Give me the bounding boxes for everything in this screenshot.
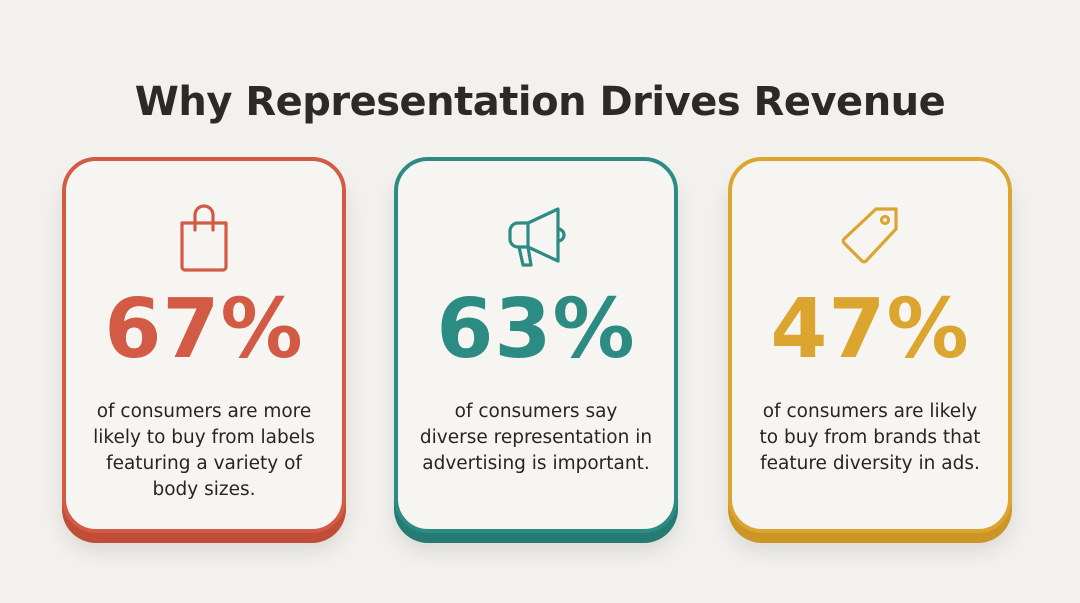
shopping-bag-icon: [164, 199, 244, 279]
stat-card-diversity-ads: 47% of consumers are likely to buy from …: [728, 157, 1012, 533]
stat-value: 47%: [770, 282, 970, 377]
stat-value: 67%: [104, 282, 304, 377]
page-title: Why Representation Drives Revenue: [134, 78, 946, 125]
stat-card-body-sizes: 67% of consumers are more likely to buy …: [62, 157, 346, 533]
stat-description: of consumers are more likely to buy from…: [93, 401, 315, 500]
megaphone-icon: [496, 199, 576, 279]
price-tag-icon: [830, 199, 910, 279]
stat-value: 63%: [436, 282, 636, 377]
stat-description: of consumers say diverse representation …: [419, 401, 653, 474]
stat-card-representation: 63% of consumers say diverse representat…: [394, 157, 678, 533]
stat-description: of consumers are likely to buy from bran…: [759, 401, 981, 474]
